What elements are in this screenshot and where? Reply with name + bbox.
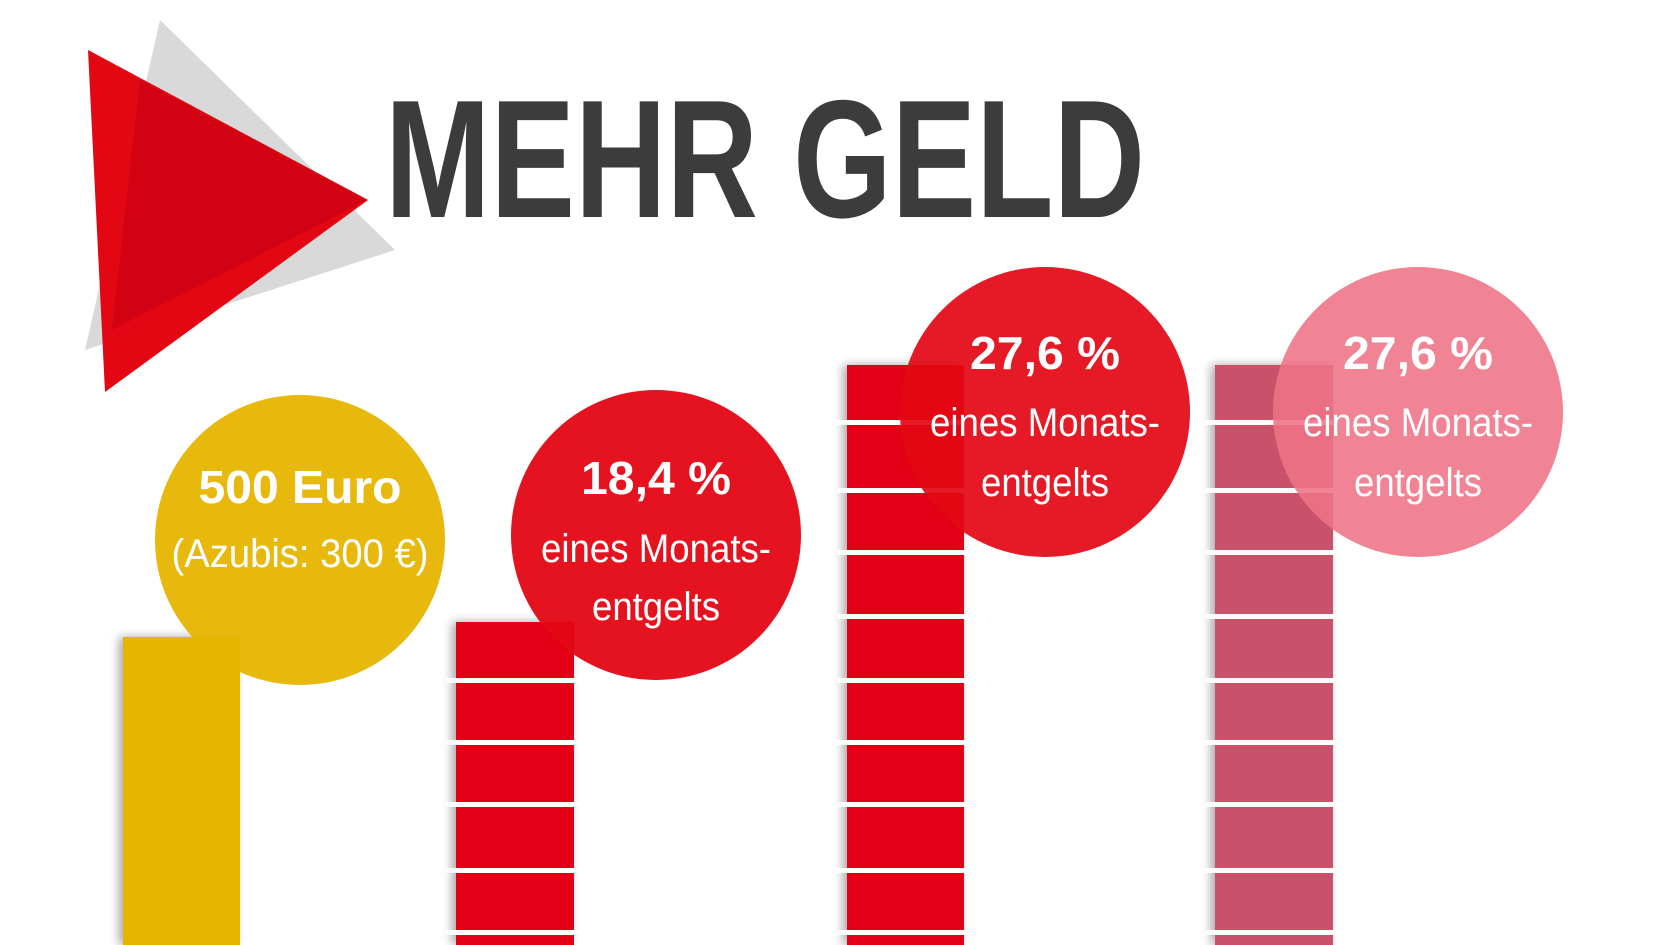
- stripe: [446, 678, 582, 683]
- text-line: entgelts: [592, 585, 720, 629]
- bar: [123, 637, 240, 945]
- stripe: [446, 802, 582, 807]
- logo-triangle-shade: [112, 80, 368, 330]
- circle: [511, 390, 801, 680]
- stripe: [1205, 930, 1341, 935]
- circle: [155, 395, 445, 685]
- stripe: [446, 868, 582, 873]
- circle: [1273, 267, 1563, 557]
- text-line: eines Monats-: [1303, 401, 1533, 445]
- stripe: [1205, 740, 1341, 745]
- stripe: [1205, 868, 1341, 873]
- text-line: entgelts: [1354, 461, 1482, 505]
- headline: 500 Euro: [199, 461, 402, 513]
- stripe: [837, 488, 972, 493]
- stripe: [1205, 488, 1341, 493]
- stripe: [1205, 614, 1341, 619]
- bar-stripes: [446, 420, 1341, 935]
- stripe: [837, 802, 972, 807]
- stripe: [1205, 550, 1341, 555]
- stripe: [837, 740, 972, 745]
- text-line: eines Monats-: [541, 527, 771, 571]
- circle: [900, 267, 1190, 557]
- stripe: [1205, 678, 1341, 683]
- note: (Azubis: 300 €): [172, 532, 429, 576]
- headline: 27,6 %: [970, 327, 1120, 379]
- stripe: [837, 868, 972, 873]
- headline: 18,4 %: [581, 452, 731, 504]
- stripe: [837, 614, 972, 619]
- title: MEHR GELD: [385, 65, 1145, 253]
- stripe: [446, 740, 582, 745]
- stripe: [446, 930, 582, 935]
- stripe: [837, 678, 972, 683]
- text-line: entgelts: [981, 461, 1109, 505]
- text-line: eines Monats-: [930, 401, 1160, 445]
- headline: 27,6 %: [1343, 327, 1493, 379]
- stripe: [1205, 802, 1341, 807]
- stripe: [1205, 420, 1341, 425]
- bar: [456, 622, 574, 945]
- stripe: [837, 550, 972, 555]
- stripe: [837, 930, 972, 935]
